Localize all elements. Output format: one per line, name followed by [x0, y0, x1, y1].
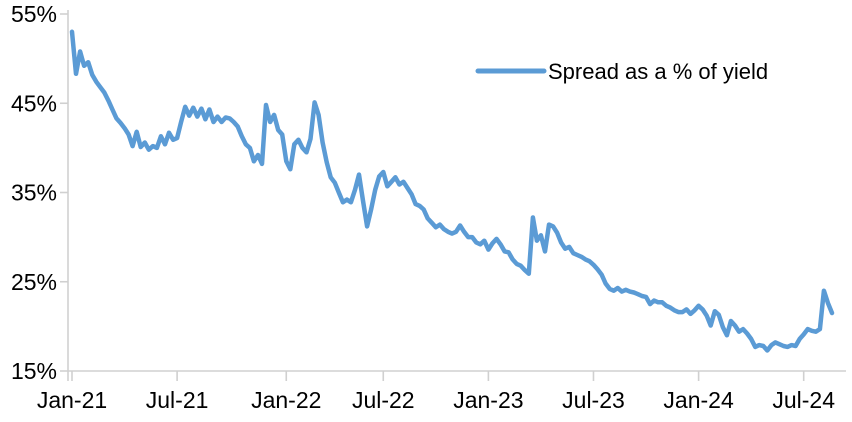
y-axis-ticks: 15% 25% 35% 45% 55% [11, 1, 68, 384]
y-tick-label: 45% [11, 90, 57, 116]
x-tick-label: Jul-22 [352, 387, 415, 413]
x-tick-label: Jul-23 [562, 387, 625, 413]
x-tick-label: Jan-24 [663, 387, 734, 413]
x-tick-label: Jul-24 [772, 387, 835, 413]
series-line-group [69, 29, 835, 353]
x-tick-label: Jan-23 [453, 387, 523, 413]
x-tick-label: Jul-21 [146, 387, 209, 413]
y-tick-label: 25% [11, 269, 57, 295]
legend-label: Spread as a % of yield [548, 59, 768, 84]
y-tick-label: 35% [11, 180, 57, 206]
x-axis-ticks: Jan-21 Jul-21 Jan-22 Jul-22 Jan-23 Jul-23 Jan-… [37, 371, 835, 413]
y-tick-label: 55% [11, 1, 57, 27]
axes [67, 10, 846, 381]
spread-series-line [69, 29, 835, 353]
x-tick-label: Jan-21 [37, 387, 107, 413]
x-tick-label: Jan-22 [251, 387, 321, 413]
y-tick-label: 15% [11, 358, 57, 384]
legend: Spread as a % of yield [475, 59, 768, 84]
